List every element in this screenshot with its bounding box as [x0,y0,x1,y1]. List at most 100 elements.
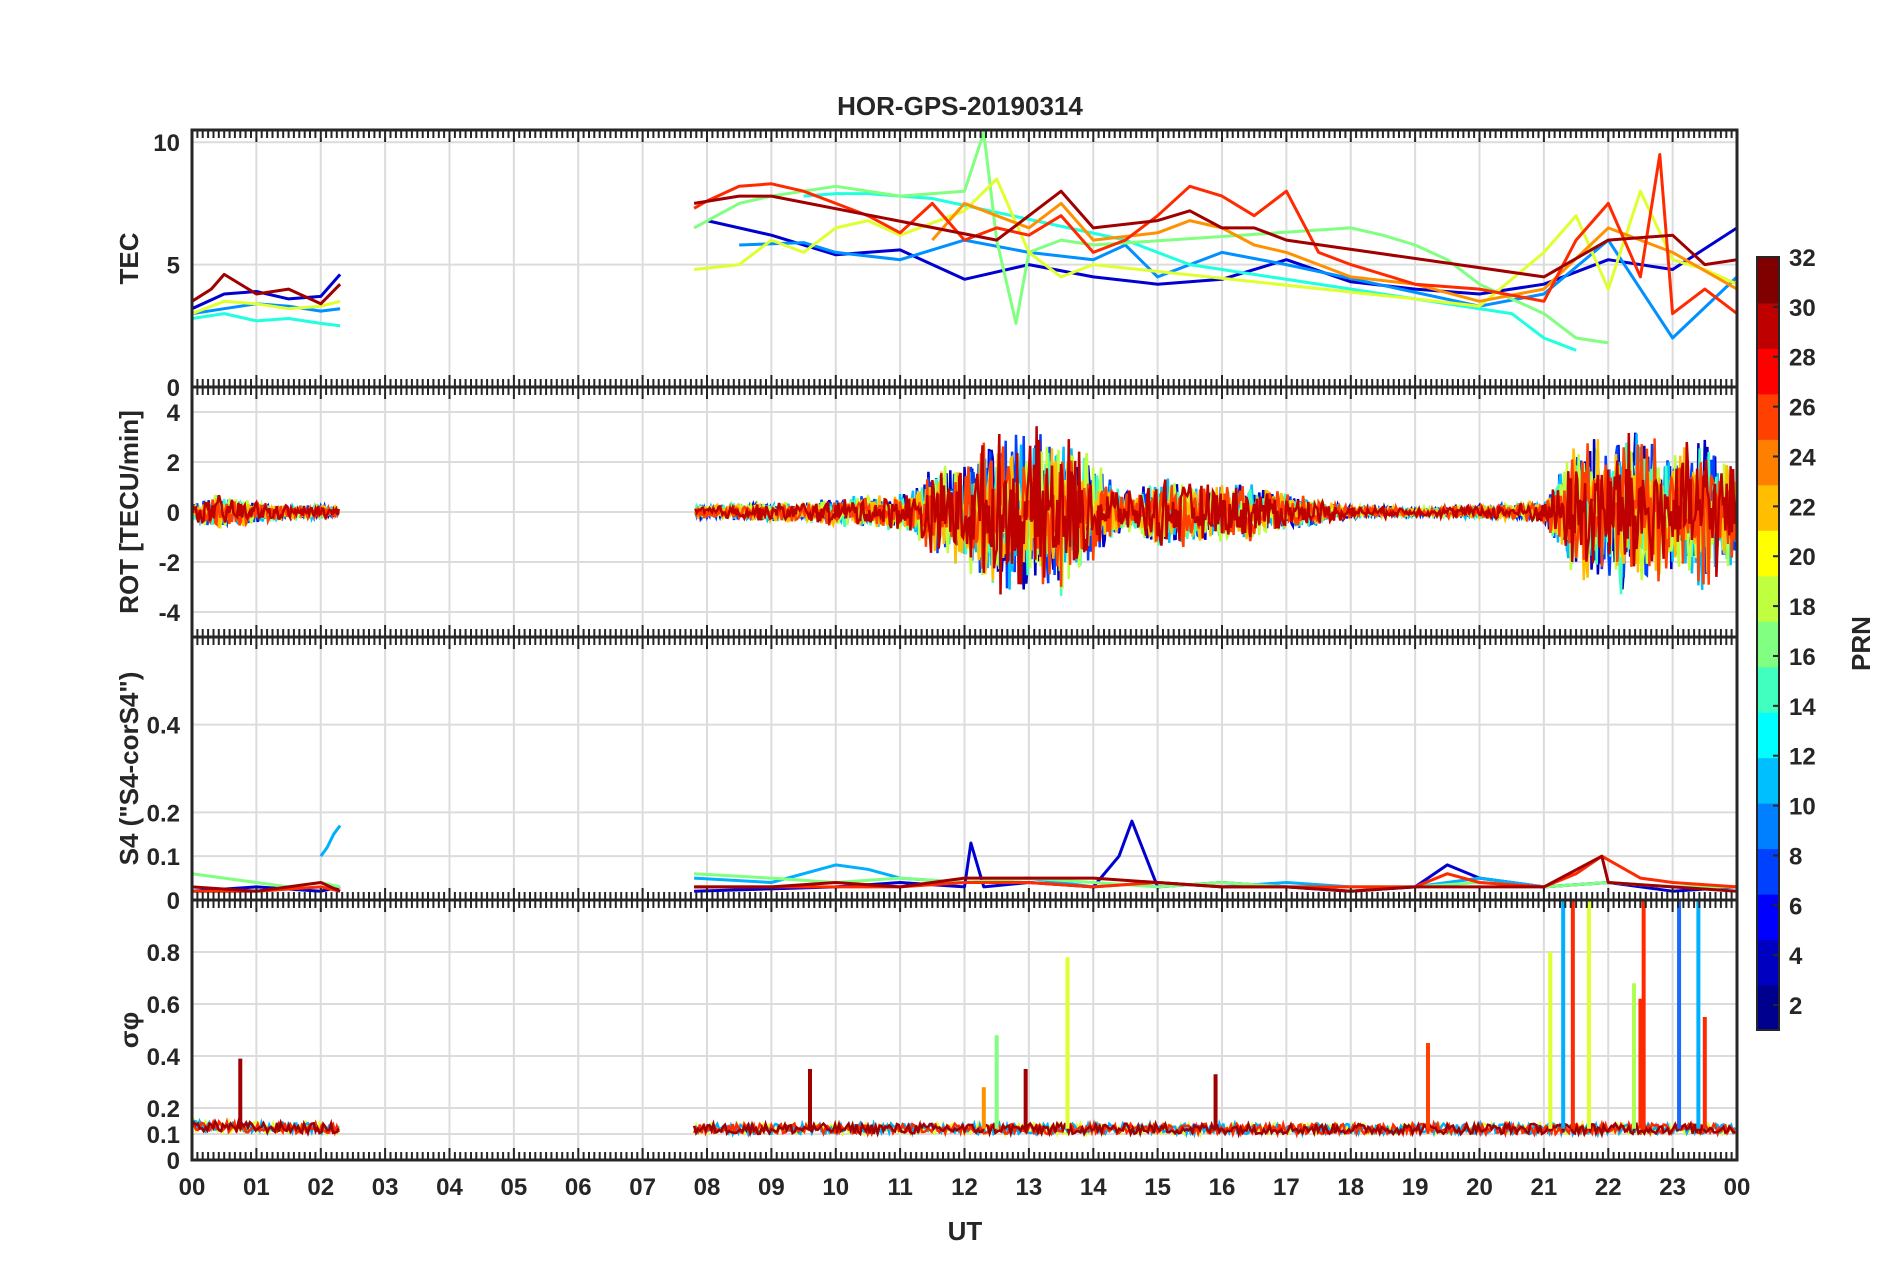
y-tick-label: 0.2 [147,1096,180,1123]
series-line-prn-17 [693,130,1609,345]
series-line-prn-10 [739,238,1737,340]
x-tick-label: 00 [1724,1174,1751,1201]
series-line-prn-31 [694,854,1737,893]
x-tick-label: 15 [1144,1174,1171,1201]
x-tick-label: 01 [243,1174,270,1201]
y-tick-label: 0 [167,375,180,402]
y-tick-label: 0.4 [147,713,181,740]
x-tick-label: 12 [951,1174,978,1201]
x-tick-label: 19 [1402,1174,1429,1201]
y-tick-label: 0 [167,1148,180,1175]
panel-sigma_phi: 00.10.2 0.4 0.6 0.8 σφ [114,898,1739,1175]
y-tick-label: 10 [153,130,180,157]
series-group [192,819,1737,893]
y-tick-label: 0.6 [147,992,180,1019]
colorbar-tick-label: 14 [1789,694,1816,721]
x-tick-label: 00 [179,1174,206,1201]
series-line-prn-19 [192,299,341,316]
x-tick-label: 17 [1273,1174,1300,1201]
series-line-prn-3 [192,273,342,311]
colorbar-segment [1757,984,1779,1031]
x-tick-label: 22 [1595,1174,1622,1201]
axis-ticks [191,387,1738,637]
y-tick-label: 0 [167,888,180,915]
axis-ticks [191,900,1738,1160]
colorbar-tick-label: 26 [1789,395,1816,422]
series-line-prn-23 [931,201,1737,303]
x-tick-label: 16 [1209,1174,1236,1201]
axis-ticks [191,637,1738,900]
x-tick-label: 18 [1337,1174,1364,1201]
y-tick-label: -4 [159,600,181,627]
colorbar-tick-label: 6 [1789,893,1802,920]
series-line-prn-31 [192,272,342,306]
colorbar-segment [1757,438,1779,486]
x-axis-label: UT [948,1216,983,1246]
y-tick-label: 4 [167,400,181,427]
series-group [192,900,1737,1139]
colorbar-tick-label: 32 [1789,245,1816,272]
colorbar-segment [1757,893,1779,941]
panel-tec: 0 5 10 TEC [114,128,1739,402]
y-tick-label: 0.1 [147,844,180,871]
y-tick-label: 2 [167,450,180,477]
series-line-prn-17 [694,872,1737,889]
x-tick-label: 04 [436,1174,463,1201]
colorbar-segment [1757,575,1779,622]
y-axis-label: TEC [114,232,144,284]
x-tick-label: 09 [758,1174,785,1201]
x-tick-label: 14 [1080,1174,1107,1201]
x-tick-label: 20 [1466,1174,1493,1201]
colorbar-tick-label: 20 [1789,544,1816,571]
x-tick-label: 05 [501,1174,528,1201]
colorbar-segment [1757,347,1779,395]
colorbar-tick-label: 30 [1789,295,1816,322]
colorbar-segment [1757,802,1779,850]
panel-rot: -4 -2 0 2 4 ROT [TECU/min] [114,385,1739,639]
x-tick-label: 10 [822,1174,849,1201]
axis-ticks [191,130,1738,387]
x-tick-labels: 00 01 02 03 04 05 06 07 08 09 10 11 12 13 14 15 16 17 18 19… [179,1174,1751,1201]
colorbar-tick-label: 24 [1789,444,1816,471]
colorbar-tick-label: 8 [1789,843,1802,870]
x-tick-label: 06 [565,1174,592,1201]
colorbar-tick-label: 28 [1789,345,1816,372]
series-line-prn-10 [319,824,342,858]
y-axis-label: σφ [114,1012,144,1048]
x-tick-label: 13 [1016,1174,1043,1201]
x-tick-label: 07 [629,1174,656,1201]
colorbar-segment [1757,666,1779,713]
x-tick-label: 23 [1659,1174,1686,1201]
y-tick-label: 0.2 [147,800,180,827]
y-axis-label: S4 ("S4-corS4") [114,672,144,866]
colorbar-segment [1757,939,1779,986]
y-axis-label: ROT [TECU/min] [114,410,144,614]
colorbar-frame [1756,256,1780,1031]
colorbar-tick-label: 4 [1789,943,1803,970]
colorbar-tick-label: 16 [1789,644,1816,671]
series-line-prn-31 [693,189,1737,279]
colorbar-segment [1757,757,1779,804]
colorbar-tick-label: 18 [1789,594,1816,621]
colorbar-segment [1757,711,1779,759]
colorbar-tick-label: 10 [1789,794,1816,821]
colorbar-segment [1757,620,1779,668]
colorbar-segment [1757,848,1779,895]
series-line-prn-27 [192,885,341,893]
y-tick-label: 0.8 [147,940,180,967]
series-group [192,426,1737,596]
y-tick-label: 0.4 [147,1044,181,1071]
x-tick-label: 02 [307,1174,334,1201]
rot-trace [192,426,1737,595]
panel-s4: 0 0.1 0.2 0.4S4 ("S4-corS4") [114,635,1739,915]
colorbar-segment [1757,529,1779,577]
y-tick-label: 0.1 [147,1122,180,1149]
series-line-prn-27 [693,153,1737,316]
colorbar-segment [1757,484,1779,531]
series-line-prn-31 [192,881,341,893]
x-tick-label: 21 [1531,1174,1558,1201]
x-tick-label: 03 [372,1174,399,1201]
y-tick-label: 0 [167,500,180,527]
series-line-prn-19 [693,177,1737,308]
